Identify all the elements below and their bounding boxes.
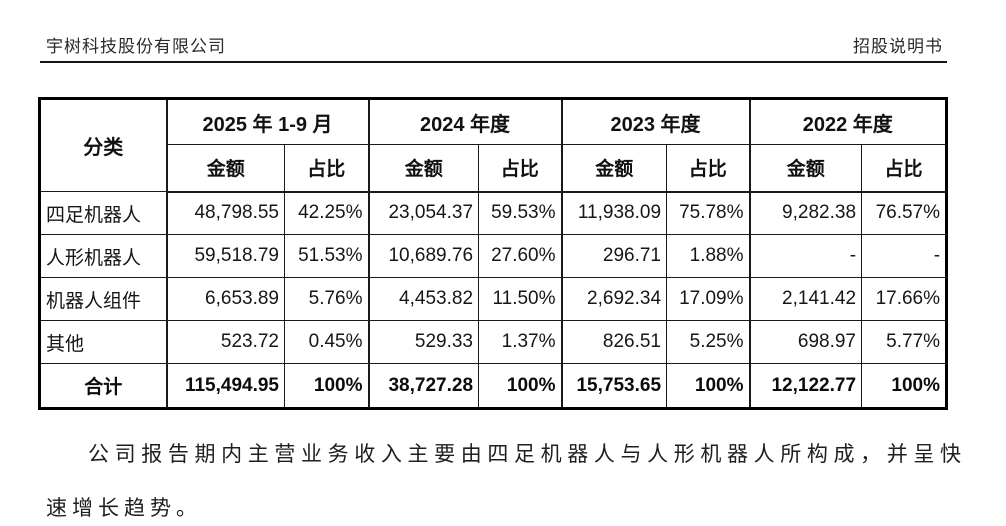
ratio-cell: 11.50%: [478, 277, 563, 321]
subheader-row: 金额 占比 金额 占比 金额 占比 金额 占比: [40, 144, 948, 193]
amount-cell: -: [748, 234, 863, 278]
table-row: 其他 523.72 0.45% 529.33 1.37% 826.51 5.25% 698.9…: [39, 320, 948, 364]
ratio-header: 占比: [666, 144, 751, 193]
ratio-cell: 100%: [666, 363, 751, 409]
category-cell: 机器人组件: [39, 277, 168, 321]
ratio-cell: 5.77%: [861, 320, 948, 364]
ratio-header: 占比: [861, 144, 948, 193]
period-header-2025: 2025 年 1-9 月: [165, 98, 370, 145]
category-cell: 合计: [39, 363, 168, 409]
category-cell: 人形机器人: [39, 234, 168, 278]
ratio-cell: 5.76%: [283, 277, 370, 321]
ratio-cell: 17.09%: [666, 277, 751, 321]
ratio-cell: 76.57%: [861, 191, 948, 235]
table-body: 四足机器人 48,798.55 42.25% 23,054.37 59.53% 11,93…: [39, 191, 948, 409]
amount-cell: 115,494.95: [165, 363, 285, 409]
doc-type-label: 招股说明书: [853, 37, 943, 56]
ratio-cell: 1.88%: [666, 234, 751, 278]
ratio-header: 占比: [283, 144, 370, 193]
ratio-cell: 51.53%: [283, 234, 370, 278]
table-row: 机器人组件 6,653.89 5.76% 4,453.82 11.50% 2,692.34…: [39, 277, 948, 321]
table-row: 四足机器人 48,798.55 42.25% 23,054.37 59.53% 11,93…: [39, 191, 948, 235]
ratio-cell: 17.66%: [861, 277, 948, 321]
amount-header: 金额: [560, 144, 668, 193]
running-head: 宇树科技股份有限公司 招股说明书: [46, 32, 943, 57]
category-cell: 四足机器人: [39, 191, 168, 235]
amount-cell: 2,692.34: [560, 277, 668, 321]
total-row: 合计 115,494.95 100% 38,727.28 100% 15,753.65 10…: [39, 363, 948, 409]
ratio-cell: 100%: [861, 363, 948, 409]
ratio-cell: 0.45%: [283, 320, 370, 364]
ratio-header: 占比: [478, 144, 563, 193]
amount-cell: 15,753.65: [560, 363, 668, 409]
amount-cell: 4,453.82: [367, 277, 480, 321]
amount-cell: 523.72: [165, 320, 285, 364]
amount-cell: 296.71: [560, 234, 668, 278]
amount-cell: 826.51: [560, 320, 668, 364]
amount-header: 金额: [165, 144, 285, 193]
amount-cell: 6,653.89: [165, 277, 285, 321]
category-column-header: 分类: [39, 98, 167, 192]
period-header-row: 分类 2025 年 1-9 月 2024 年度 2023 年度 2022 年度: [39, 98, 948, 192]
period-header-2023: 2023 年度: [560, 98, 751, 145]
ratio-cell: 5.25%: [666, 320, 751, 364]
period-header-2024: 2024 年度: [367, 98, 563, 145]
amount-cell: 59,518.79: [165, 234, 285, 278]
amount-cell: 11,938.09: [560, 191, 668, 235]
ratio-cell: 27.60%: [478, 234, 563, 278]
amount-cell: 2,141.42: [748, 277, 863, 321]
amount-header: 金额: [367, 144, 480, 193]
amount-cell: 529.33: [367, 320, 480, 364]
amount-cell: 12,122.77: [748, 363, 863, 409]
ratio-cell: 42.25%: [283, 191, 370, 235]
amount-cell: 10,689.76: [367, 234, 480, 278]
revenue-breakdown-table: 分类 2025 年 1-9 月 2024 年度 2023 年度 2022 年度 …: [38, 97, 949, 410]
ratio-cell: 100%: [478, 363, 563, 409]
amount-cell: 23,054.37: [367, 191, 480, 235]
amount-cell: 38,727.28: [367, 363, 480, 409]
header-divider: [40, 61, 947, 63]
amount-cell: 9,282.38: [748, 191, 863, 235]
company-name: 宇树科技股份有限公司: [46, 37, 226, 56]
category-cell: 其他: [39, 320, 168, 364]
table-row: 人形机器人 59,518.79 51.53% 10,689.76 27.60% 296.7…: [39, 234, 948, 278]
ratio-cell: 100%: [283, 363, 370, 409]
ratio-cell: 75.78%: [666, 191, 751, 235]
period-header-2022: 2022 年度: [748, 98, 948, 145]
amount-header: 金额: [748, 144, 863, 193]
amount-cell: 698.97: [748, 320, 863, 364]
ratio-cell: 59.53%: [478, 191, 563, 235]
ratio-cell: -: [861, 234, 948, 278]
ratio-cell: 1.37%: [478, 320, 563, 364]
amount-cell: 48,798.55: [165, 191, 285, 235]
summary-paragraph: 公司报告期内主营业务收入主要由四足机器人与人形机器人所构成，并呈快速增长趋势。: [46, 442, 966, 520]
